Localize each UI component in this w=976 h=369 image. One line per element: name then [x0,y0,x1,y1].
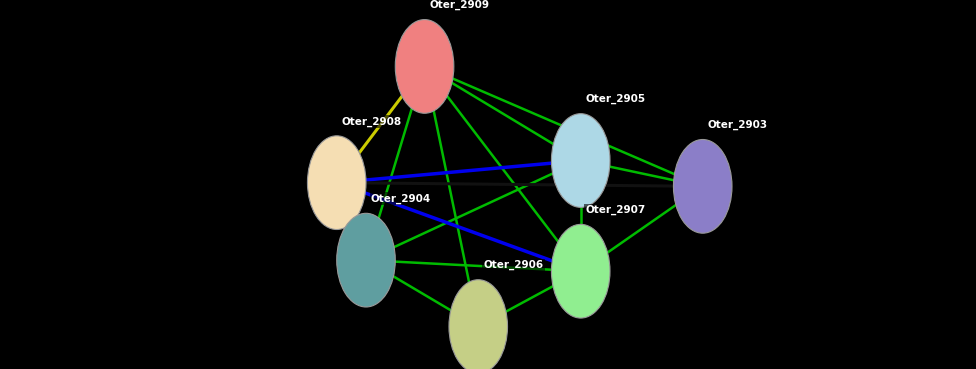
Ellipse shape [551,114,610,207]
Ellipse shape [307,136,366,230]
Text: Oter_2905: Oter_2905 [586,94,646,104]
Text: Oter_2909: Oter_2909 [429,0,489,10]
Text: Oter_2907: Oter_2907 [586,205,646,215]
Ellipse shape [551,224,610,318]
Text: Oter_2904: Oter_2904 [371,194,431,204]
Ellipse shape [395,20,454,113]
Ellipse shape [449,280,508,369]
Text: Oter_2903: Oter_2903 [708,120,768,130]
Text: Oter_2908: Oter_2908 [342,116,402,127]
Ellipse shape [337,213,395,307]
Text: Oter_2906: Oter_2906 [483,260,544,270]
Ellipse shape [673,139,732,233]
